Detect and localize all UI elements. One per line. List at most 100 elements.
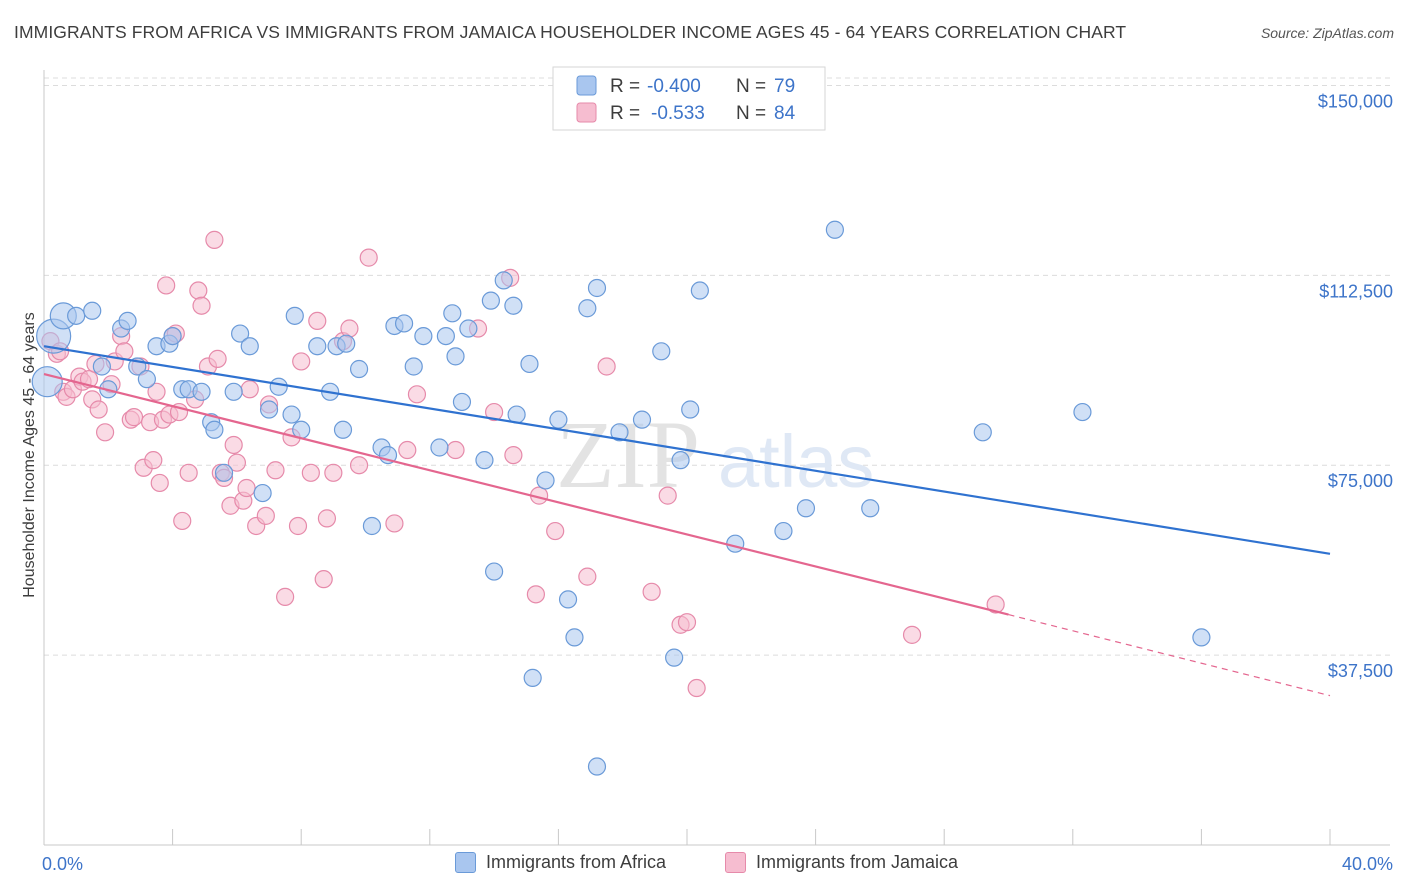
legend-item-jamaica[interactable]: Immigrants from Jamaica	[725, 852, 958, 873]
africa-point	[349, 359, 369, 379]
africa-point	[308, 337, 327, 356]
jamaica-point	[224, 435, 243, 455]
jamaica-point	[227, 453, 246, 472]
jamaica-trend-line	[43, 373, 1009, 616]
africa-point	[481, 291, 500, 310]
jamaica-point	[317, 509, 337, 528]
africa-point	[253, 483, 272, 503]
africa-point	[67, 306, 86, 325]
africa-point	[520, 354, 539, 374]
jamaica-trend-extension	[1008, 614, 1331, 697]
africa-point	[587, 278, 607, 298]
africa-point	[430, 438, 449, 457]
stats-legend-jamaica-swatch	[576, 102, 597, 123]
y-tick-label: $150,000	[1318, 91, 1393, 111]
africa-point	[523, 668, 542, 687]
stats-legend-africa-swatch	[576, 75, 597, 96]
y-tick-label: $112,500	[1319, 281, 1393, 301]
africa-point	[446, 347, 465, 366]
jamaica-point	[359, 248, 378, 267]
africa-point	[337, 334, 356, 353]
jamaica-point	[237, 478, 256, 498]
africa-point	[632, 410, 652, 429]
jamaica-point	[240, 380, 259, 399]
africa-point	[973, 423, 992, 442]
watermark-atlas: atlas	[718, 420, 874, 503]
jamaica-point	[677, 613, 697, 632]
africa-point	[282, 405, 301, 424]
x-tick-label: 0.0%	[42, 854, 83, 874]
africa-point	[118, 311, 137, 331]
stats-legend-n-value: 79	[774, 76, 795, 97]
africa-point	[726, 534, 745, 553]
africa-point	[825, 220, 844, 239]
africa-point	[214, 463, 234, 482]
jamaica-point	[144, 451, 163, 470]
africa-point	[681, 400, 700, 419]
jamaica-point	[95, 423, 115, 442]
stats-legend-n-value: 84	[774, 103, 796, 124]
jamaica-point	[546, 521, 565, 541]
jamaica-point	[189, 281, 208, 300]
jamaica-point	[526, 585, 545, 604]
africa-point	[83, 301, 102, 320]
stats-legend-r-label: R =	[610, 76, 640, 97]
jamaica-point	[407, 385, 427, 404]
jamaica-point	[658, 486, 677, 505]
africa-point	[452, 392, 472, 412]
africa-point	[610, 423, 629, 442]
jamaica-point	[208, 349, 227, 368]
legend-item-africa[interactable]: Immigrants from Africa	[455, 852, 666, 873]
stats-legend-r-value: -0.400	[647, 76, 701, 97]
africa-point	[192, 382, 211, 401]
africa-points	[31, 220, 1211, 776]
africa-point	[690, 281, 709, 300]
africa-point	[137, 370, 156, 389]
africa-point	[587, 757, 607, 776]
legend-jamaica-label: Immigrants from Jamaica	[756, 852, 959, 872]
jamaica-point	[349, 456, 369, 475]
jamaica-point	[642, 582, 661, 601]
jamaica-point	[288, 516, 308, 536]
africa-point	[504, 296, 523, 315]
tick-labels: $37,500 $75,000 $112,500 $150,000 0.0% 40.0%	[42, 91, 1393, 874]
jamaica-point	[324, 463, 343, 482]
africa-point	[205, 420, 224, 439]
stats-legend-r-label: R =	[610, 103, 640, 124]
jamaica-point	[902, 625, 922, 644]
africa-point	[269, 377, 288, 396]
africa-point	[671, 451, 690, 470]
jamaica-point	[308, 311, 327, 331]
jamaica-point	[147, 382, 166, 401]
jamaica-point	[446, 440, 465, 460]
jamaica-point	[292, 352, 311, 371]
jamaica-point	[124, 408, 144, 427]
africa-point	[285, 306, 304, 325]
y-tick-label: $37,500	[1328, 661, 1393, 681]
jamaica-point	[385, 514, 404, 533]
jamaica-point	[157, 276, 176, 295]
africa-point	[665, 648, 684, 667]
africa-point	[333, 420, 353, 439]
africa-point	[565, 628, 584, 647]
trend-lines	[43, 345, 1331, 697]
africa-point	[475, 451, 494, 470]
x-tick-label: 40.0%	[1342, 854, 1393, 874]
africa-point	[1192, 628, 1211, 647]
africa-point	[443, 304, 462, 323]
africa-point	[414, 326, 433, 346]
africa-point	[774, 521, 793, 541]
jamaica-point	[150, 473, 169, 493]
jamaica-point	[256, 506, 275, 525]
africa-point	[1073, 402, 1092, 422]
africa-point	[652, 342, 671, 361]
stats-legend-box	[552, 66, 826, 131]
jamaica-point	[398, 440, 417, 460]
stats-legend-n-label: N =	[736, 103, 766, 124]
africa-point	[536, 471, 555, 490]
jamaica-point	[986, 595, 1005, 614]
legend-africa-label: Immigrants from Africa	[486, 852, 667, 872]
jamaica-point	[89, 400, 108, 419]
jamaica-point	[266, 461, 285, 480]
